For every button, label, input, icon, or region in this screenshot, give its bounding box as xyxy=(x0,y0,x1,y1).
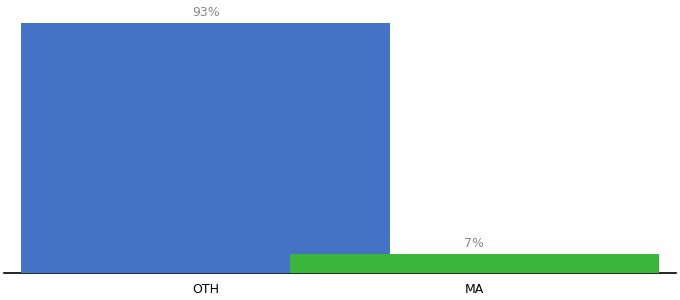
Text: 93%: 93% xyxy=(192,6,220,19)
Bar xyxy=(290,254,659,273)
Text: 7%: 7% xyxy=(464,237,484,250)
Bar xyxy=(21,23,390,273)
